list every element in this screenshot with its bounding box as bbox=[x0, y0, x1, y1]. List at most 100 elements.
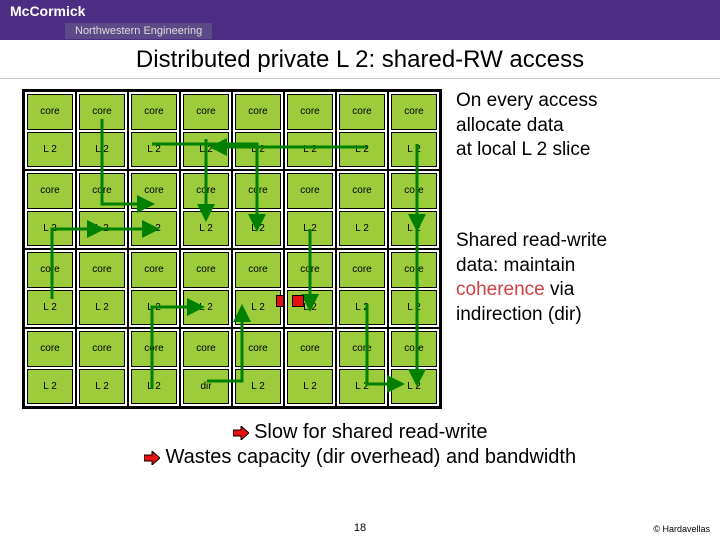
tile: coreL 2 bbox=[180, 249, 232, 328]
core-cell: core bbox=[183, 331, 229, 367]
l2-cell: L 2 bbox=[27, 369, 73, 405]
core-cell: core bbox=[339, 94, 385, 130]
l2-cell: L 2 bbox=[79, 211, 125, 247]
core-cell: core bbox=[183, 252, 229, 288]
l2-cell: L 2 bbox=[235, 369, 281, 405]
core-cell: core bbox=[339, 252, 385, 288]
tile: coreL 2 bbox=[76, 91, 128, 170]
p2-l2: data: maintain bbox=[456, 255, 575, 276]
l2-cell: L 2 bbox=[183, 290, 229, 326]
tile: coreL 2 bbox=[128, 170, 180, 249]
bullet-2: Wastes capacity (dir overhead) and bandw… bbox=[165, 446, 576, 468]
tile: coreL 2 bbox=[128, 91, 180, 170]
core-cell: core bbox=[391, 94, 437, 130]
l2-cell: L 2 bbox=[235, 211, 281, 247]
tile: coreL 2 bbox=[284, 170, 336, 249]
tile: coreL 2 bbox=[232, 91, 284, 170]
l2-cell: L 2 bbox=[287, 211, 333, 247]
l2-cell: L 2 bbox=[27, 132, 73, 168]
core-cell: core bbox=[183, 94, 229, 130]
tile: coreL 2 bbox=[180, 170, 232, 249]
core-cell: core bbox=[287, 331, 333, 367]
core-cell: core bbox=[131, 94, 177, 130]
tile: coreL 2 bbox=[336, 249, 388, 328]
l2-cell: L 2 bbox=[27, 290, 73, 326]
l2-cell: L 2 bbox=[131, 369, 177, 405]
p1-l3: at local L 2 slice bbox=[456, 139, 590, 160]
l2-cell: L 2 bbox=[339, 211, 385, 247]
tile: coreL 2 bbox=[388, 91, 440, 170]
tile: coreL 2 bbox=[388, 249, 440, 328]
summary-bullets: Slow for shared read-write Wastes capaci… bbox=[0, 409, 720, 469]
core-cell: core bbox=[391, 173, 437, 209]
bullet-1: Slow for shared read-write bbox=[254, 421, 487, 443]
core-cell: core bbox=[79, 331, 125, 367]
l2-cell: L 2 bbox=[339, 290, 385, 326]
tile: coreL 2 bbox=[232, 249, 284, 328]
bullet-arrow-icon bbox=[233, 426, 249, 440]
core-cell: core bbox=[131, 173, 177, 209]
core-cell: core bbox=[287, 252, 333, 288]
l2-cell: L 2 bbox=[391, 290, 437, 326]
data-marker bbox=[292, 295, 304, 307]
tile: coreL 2 bbox=[284, 328, 336, 407]
core-cell: core bbox=[183, 173, 229, 209]
core-cell: core bbox=[79, 252, 125, 288]
tile: coreL 2 bbox=[336, 170, 388, 249]
l2-cell: L 2 bbox=[339, 369, 385, 405]
core-cell: core bbox=[235, 252, 281, 288]
core-cell: core bbox=[339, 331, 385, 367]
header: McCormick Northwestern Engineering Distr… bbox=[0, 0, 720, 79]
main-content: coreL 2coreL 2coreL 2coreL 2coreL 2coreL… bbox=[0, 79, 720, 409]
l2-cell: L 2 bbox=[235, 132, 281, 168]
bullet-arrow-icon bbox=[144, 451, 160, 465]
l2-cell: L 2 bbox=[183, 132, 229, 168]
tile: coreL 2 bbox=[24, 249, 76, 328]
core-cell: core bbox=[235, 331, 281, 367]
core-cell: core bbox=[27, 252, 73, 288]
tile: coreL 2 bbox=[284, 91, 336, 170]
tile: coreL 2 bbox=[388, 328, 440, 407]
l2-cell: L 2 bbox=[131, 290, 177, 326]
side-text: On every access allocate data at local L… bbox=[442, 89, 710, 409]
p2-coherence: coherence bbox=[456, 279, 545, 300]
l2-cell: L 2 bbox=[391, 369, 437, 405]
tile: coreL 2 bbox=[128, 249, 180, 328]
core-cell: core bbox=[27, 173, 73, 209]
core-cell: core bbox=[27, 94, 73, 130]
page-title: Distributed private L 2: shared-RW acces… bbox=[0, 40, 720, 79]
core-cell: core bbox=[235, 173, 281, 209]
tile: coreL 2 bbox=[24, 91, 76, 170]
core-grid-diagram: coreL 2coreL 2coreL 2coreL 2coreL 2coreL… bbox=[22, 89, 442, 409]
data-marker bbox=[276, 295, 284, 307]
tile: coredir bbox=[180, 328, 232, 407]
brand-name: McCormick bbox=[10, 3, 85, 19]
tile: coreL 2 bbox=[76, 170, 128, 249]
l2-cell: L 2 bbox=[287, 132, 333, 168]
tile: coreL 2 bbox=[180, 91, 232, 170]
core-cell: core bbox=[391, 252, 437, 288]
core-cell: core bbox=[131, 331, 177, 367]
l2-cell: L 2 bbox=[131, 132, 177, 168]
core-cell: core bbox=[131, 252, 177, 288]
tile: coreL 2 bbox=[128, 328, 180, 407]
p1-l2: allocate data bbox=[456, 115, 564, 136]
l2-cell: L 2 bbox=[79, 132, 125, 168]
core-cell: core bbox=[391, 331, 437, 367]
tile: coreL 2 bbox=[284, 249, 336, 328]
tile: coreL 2 bbox=[232, 170, 284, 249]
core-cell: core bbox=[339, 173, 385, 209]
core-cell: core bbox=[287, 173, 333, 209]
tile: coreL 2 bbox=[336, 328, 388, 407]
l2-cell: L 2 bbox=[391, 132, 437, 168]
core-cell: core bbox=[235, 94, 281, 130]
l2-cell: dir bbox=[183, 369, 229, 405]
l2-cell: L 2 bbox=[79, 290, 125, 326]
l2-cell: L 2 bbox=[391, 211, 437, 247]
tile: coreL 2 bbox=[76, 328, 128, 407]
p2-l3b: via bbox=[545, 279, 575, 300]
l2-cell: L 2 bbox=[339, 132, 385, 168]
tile: coreL 2 bbox=[388, 170, 440, 249]
l2-cell: L 2 bbox=[79, 369, 125, 405]
l2-cell: L 2 bbox=[287, 290, 333, 326]
